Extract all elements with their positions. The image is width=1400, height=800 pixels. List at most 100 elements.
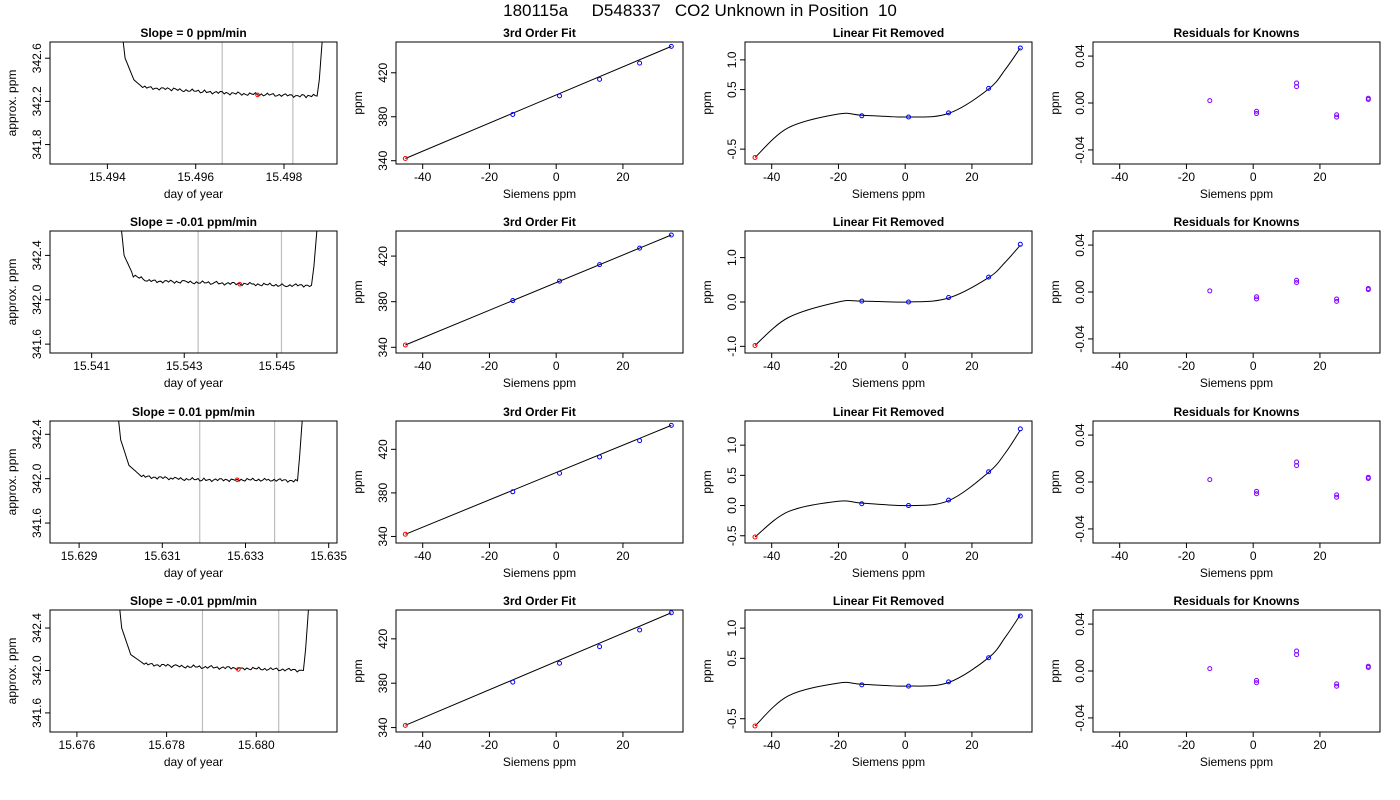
known-point [906, 503, 912, 509]
y-tick-label: -0.5 [725, 525, 739, 546]
residual-point [1294, 80, 1300, 86]
residual-point [1365, 96, 1371, 102]
y-tick-label: 342.4 [30, 613, 44, 643]
panel-title: Slope = 0.01 ppm/min [132, 405, 255, 419]
y-axis-label: ppm [351, 91, 365, 114]
plot-frame [49, 609, 338, 733]
plot-area [752, 426, 1023, 540]
x-tick-label: 0 [1250, 359, 1257, 373]
fit-line [405, 234, 672, 346]
x-axis-label: Siemens ppm [1200, 755, 1273, 769]
x-tick-label: 0 [902, 549, 909, 563]
y-axis-label: ppm [700, 659, 714, 682]
x-tick-label: -20 [481, 549, 499, 563]
x-tick-label: -20 [1178, 170, 1196, 184]
plot-frame [1092, 41, 1381, 165]
panel-2-3: Residuals for Knowns Siemens ppm ppm -40 -20… [1048, 405, 1381, 580]
y-tick-label: 342.4 [30, 240, 44, 270]
x-axis-label: Siemens ppm [1200, 566, 1273, 580]
y-axis-label: ppm [351, 280, 365, 303]
plot-area [752, 45, 1023, 160]
plot-area [402, 43, 674, 162]
panel-title: Linear Fit Removed [833, 215, 944, 229]
plot-area [752, 241, 1023, 348]
panel-title: 3rd Order Fit [503, 405, 576, 419]
plot-area [402, 422, 674, 537]
data-trace [118, 421, 303, 483]
x-tick-label: 20 [616, 170, 630, 184]
fit-curve [754, 614, 1021, 727]
known-point [859, 113, 865, 119]
x-tick-label: 20 [965, 738, 979, 752]
y-tick-label: -0.5 [725, 708, 739, 729]
panel-title: Linear Fit Removed [833, 594, 944, 608]
known-point [557, 278, 563, 284]
y-axis-label: approx. ppm [5, 259, 19, 326]
unknown-point [402, 531, 408, 537]
x-tick-label: 0 [553, 359, 560, 373]
y-tick-label: 0.5 [725, 650, 739, 667]
x-tick-label: 0 [902, 170, 909, 184]
known-point [859, 682, 865, 688]
unknown-marker [255, 92, 260, 98]
plot-area [121, 231, 318, 353]
residual-point [1365, 475, 1371, 481]
y-tick-label: 0.04 [1073, 233, 1087, 257]
x-tick-label: -40 [1111, 359, 1129, 373]
x-tick-label: -40 [1111, 549, 1129, 563]
x-tick-label: -40 [763, 549, 781, 563]
known-point [637, 245, 643, 251]
plot-frame [49, 230, 338, 354]
x-tick-label: 15.498 [266, 170, 303, 184]
known-point [906, 683, 912, 689]
fit-curve [754, 47, 1021, 158]
panel-2-0: Slope = 0.01 ppm/min day of year approx. p… [5, 405, 347, 580]
panel-1-1: 3rd Order Fit Siemens ppm ppm -40 -20 0 20 340 3… [351, 215, 684, 390]
residual-point [1207, 98, 1213, 104]
y-tick-label: 1.0 [725, 249, 739, 266]
residual-point [1294, 280, 1300, 286]
known-point [597, 76, 603, 82]
residual-point [1254, 491, 1260, 497]
y-tick-label: 380 [376, 106, 390, 126]
y-tick-label: 0.04 [1073, 423, 1087, 447]
x-tick-label: -20 [830, 170, 848, 184]
panel-3-3: Residuals for Knowns Siemens ppm ppm -40 -20… [1048, 594, 1381, 769]
panel-2-1: 3rd Order Fit Siemens ppm ppm -40 -20 0 20 340 3… [351, 405, 684, 580]
x-axis-label: day of year [164, 376, 223, 390]
y-tick-label: 342.0 [30, 284, 44, 314]
panel-title: 3rd Order Fit [503, 26, 576, 40]
y-tick-label: 340 [376, 717, 390, 737]
y-tick-label: 380 [376, 291, 390, 311]
data-trace [121, 231, 318, 288]
plot-frame [395, 420, 684, 544]
y-axis-label: ppm [351, 470, 365, 493]
plot-area [119, 610, 309, 732]
x-tick-label: 15.629 [61, 549, 98, 563]
y-tick-label: 1.0 [725, 619, 739, 636]
residual-point [1365, 285, 1371, 291]
known-point [946, 110, 952, 116]
plot-area [118, 421, 303, 543]
known-point [1017, 45, 1023, 51]
y-tick-label: 341.6 [30, 508, 44, 538]
y-axis-label: ppm [1048, 659, 1062, 682]
known-point [597, 454, 603, 460]
unknown-marker [237, 281, 243, 287]
y-tick-label: 380 [376, 483, 390, 503]
known-point [986, 274, 992, 280]
y-tick-label: -0.04 [1073, 515, 1087, 543]
x-axis-label: Siemens ppm [852, 187, 925, 201]
residual-point [1254, 296, 1260, 302]
unknown-point [752, 723, 758, 729]
x-tick-label: -40 [414, 359, 432, 373]
panel-title: Slope = 0 ppm/min [140, 26, 246, 40]
residual-point [1207, 666, 1213, 672]
panel-title: Residuals for Knowns [1173, 405, 1299, 419]
x-tick-label: 15.635 [310, 549, 347, 563]
x-tick-label: 0 [1250, 738, 1257, 752]
known-point [597, 644, 603, 650]
unknown-point [752, 154, 758, 160]
y-axis-label: ppm [1048, 280, 1062, 303]
residual-point [1334, 296, 1340, 302]
